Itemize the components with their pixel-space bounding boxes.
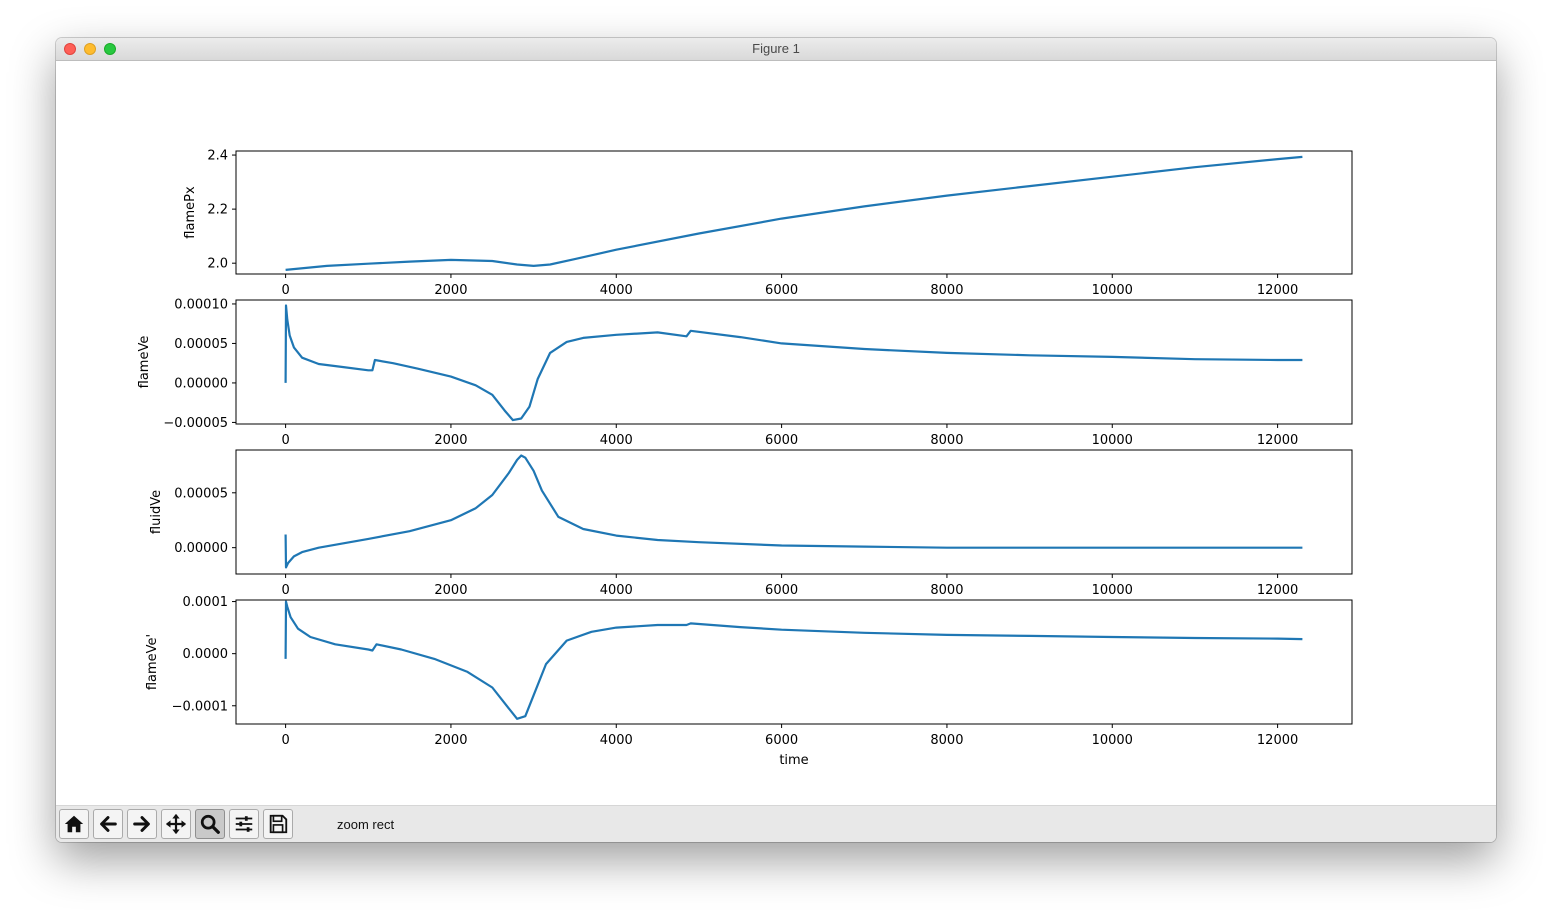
y-tick-label: 0.00010: [174, 297, 228, 312]
x-tick-label: 6000: [765, 583, 798, 598]
navigation-toolbar: zoom rect: [56, 805, 1496, 842]
zoom-magnifier-icon: [200, 814, 220, 834]
data-series-line: [284, 454, 1303, 569]
zoom-button[interactable]: [195, 809, 225, 839]
y-tick-label: 0.00005: [174, 486, 228, 501]
x-tick-label: 6000: [765, 433, 798, 448]
pan-button[interactable]: [161, 809, 191, 839]
x-tick-label: 0: [281, 433, 289, 448]
x-tick-label: 12000: [1257, 283, 1298, 298]
x-tick-label: 2000: [434, 433, 467, 448]
x-tick-label: 2000: [434, 583, 467, 598]
forward-button[interactable]: [127, 809, 157, 839]
x-tick-label: 12000: [1257, 433, 1298, 448]
save-button[interactable]: [263, 809, 293, 839]
y-axis-label: flamePx: [183, 186, 198, 239]
x-tick-label: 10000: [1092, 733, 1133, 748]
y-axis-label: flameVe': [145, 634, 160, 690]
x-tick-label: 6000: [765, 733, 798, 748]
x-tick-label: 8000: [930, 433, 963, 448]
axes-frame: [235, 599, 1353, 725]
x-axis-label: time: [779, 753, 808, 768]
x-tick-label: 6000: [765, 283, 798, 298]
home-icon: [64, 815, 84, 833]
figure-canvas[interactable]: 0 2000 4000 6000 8000 10000 12000 2.0 2.2 2.4 flam…: [56, 61, 1496, 805]
back-arrow-icon: [100, 816, 117, 832]
y-tick-label: 2.2: [207, 203, 228, 218]
x-tick-label: 0: [281, 733, 289, 748]
y-tick-label: 2.4: [207, 149, 228, 164]
y-tick-label: 0.00000: [174, 376, 228, 391]
x-tick-label: 8000: [930, 583, 963, 598]
axes-frame: [235, 299, 1353, 425]
data-series-line: [284, 304, 1303, 422]
maximize-window-button[interactable]: [104, 43, 116, 55]
configure-subplots-button[interactable]: [229, 809, 259, 839]
x-tick-label: 12000: [1257, 733, 1298, 748]
subplots-figure[interactable]: 0 2000 4000 6000 8000 10000 12000 2.0 2.2 2.4 flam…: [56, 61, 1496, 805]
close-window-button[interactable]: [64, 43, 76, 55]
x-tick-label: 8000: [930, 283, 963, 298]
y-axis-label: fluidVe: [149, 490, 164, 534]
y-tick-label: −0.00005: [163, 416, 228, 431]
save-disk-icon: [269, 814, 288, 834]
x-tick-label: 4000: [600, 583, 633, 598]
forward-arrow-icon: [133, 816, 150, 832]
data-series-line: [284, 600, 1303, 720]
x-tick-label: 10000: [1092, 433, 1133, 448]
x-tick-label: 0: [281, 283, 289, 298]
window-title: Figure 1: [752, 41, 800, 56]
subplot-2: 0 2000 4000 6000 8000 10000 12000 0.00010 0.0000…: [137, 297, 1353, 448]
pan-move-icon: [165, 813, 187, 835]
minimize-window-button[interactable]: [84, 43, 96, 55]
toolbar-status-message: zoom rect: [337, 817, 395, 832]
back-button[interactable]: [93, 809, 123, 839]
y-tick-label: 0.00000: [174, 541, 228, 556]
x-tick-label: 2000: [434, 283, 467, 298]
y-tick-label: 2.0: [207, 257, 228, 272]
x-tick-label: 12000: [1257, 583, 1298, 598]
y-tick-label: −0.0001: [172, 699, 228, 714]
x-tick-label: 4000: [600, 283, 633, 298]
x-tick-label: 10000: [1092, 283, 1133, 298]
data-series-line: [285, 155, 1303, 271]
x-tick-label: 4000: [600, 433, 633, 448]
x-tick-label: 4000: [600, 733, 633, 748]
y-tick-label: 0.0001: [183, 595, 229, 610]
subplot-4: 0 2000 4000 6000 8000 10000 12000 0.0001 0.0000 −…: [145, 595, 1353, 768]
axes-frame: [235, 150, 1353, 275]
x-tick-label: 2000: [434, 733, 467, 748]
subplot-3: 0 2000 4000 6000 8000 10000 12000 0.00005 0.0000…: [149, 449, 1353, 598]
y-axis-label: flameVe: [137, 336, 152, 389]
y-tick-label: 0.0000: [183, 647, 229, 662]
subplot-1: 0 2000 4000 6000 8000 10000 12000 2.0 2.2 2.4 flam…: [183, 149, 1353, 298]
x-tick-label: 0: [281, 583, 289, 598]
x-tick-label: 8000: [930, 733, 963, 748]
y-tick-label: 0.00005: [174, 337, 228, 352]
home-button[interactable]: [59, 809, 89, 839]
figure-window: Figure 1 0 2000 4000 6000 8000 10000 12000 2.0 2…: [56, 38, 1496, 842]
axes-frame: [235, 449, 1353, 575]
title-bar[interactable]: Figure 1: [56, 38, 1496, 61]
subplots-sliders-icon: [235, 816, 253, 832]
x-tick-label: 10000: [1092, 583, 1133, 598]
